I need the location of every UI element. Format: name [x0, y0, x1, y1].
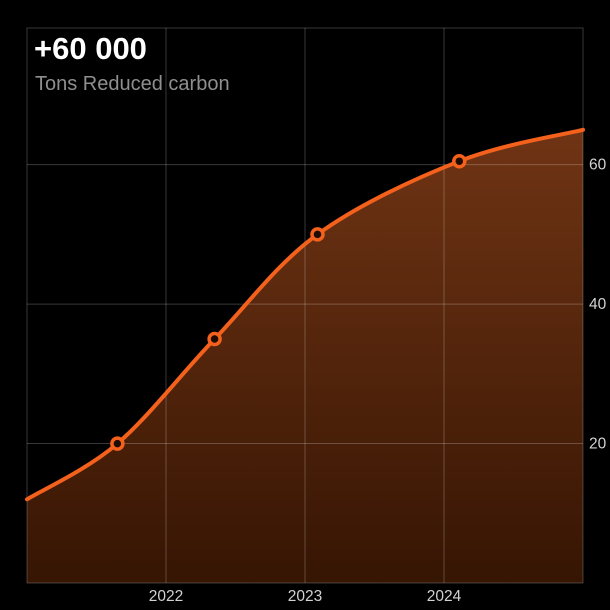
marker-layer [110, 153, 467, 451]
data-point-marker-2024.11 [452, 153, 467, 169]
y-axis-tick-label-20: 20 [589, 436, 607, 453]
chart-headline-value: +60 000 [34, 31, 147, 66]
area-layer [27, 129, 583, 584]
plot-frame [26, 27, 584, 584]
area-fill [27, 129, 583, 584]
chart-subtitle: Tons Reduced carbon [35, 73, 230, 95]
data-point-marker-2023.09 [310, 227, 325, 242]
data-point-marker-2022.35 [207, 331, 222, 347]
x-axis-tick-label-2022: 2022 [149, 588, 183, 605]
x-axis-tick-label-2024: 2024 [427, 588, 462, 605]
y-axis-tick-label-60: 60 [589, 157, 607, 174]
x-axis-tick-label-2023: 2023 [288, 588, 322, 605]
data-point-marker-2021.65 [110, 436, 125, 451]
y-axis-tick-label-40: 40 [589, 296, 607, 313]
axis-label-layer: 2022 2023 2024 20 40 60 [149, 157, 607, 605]
